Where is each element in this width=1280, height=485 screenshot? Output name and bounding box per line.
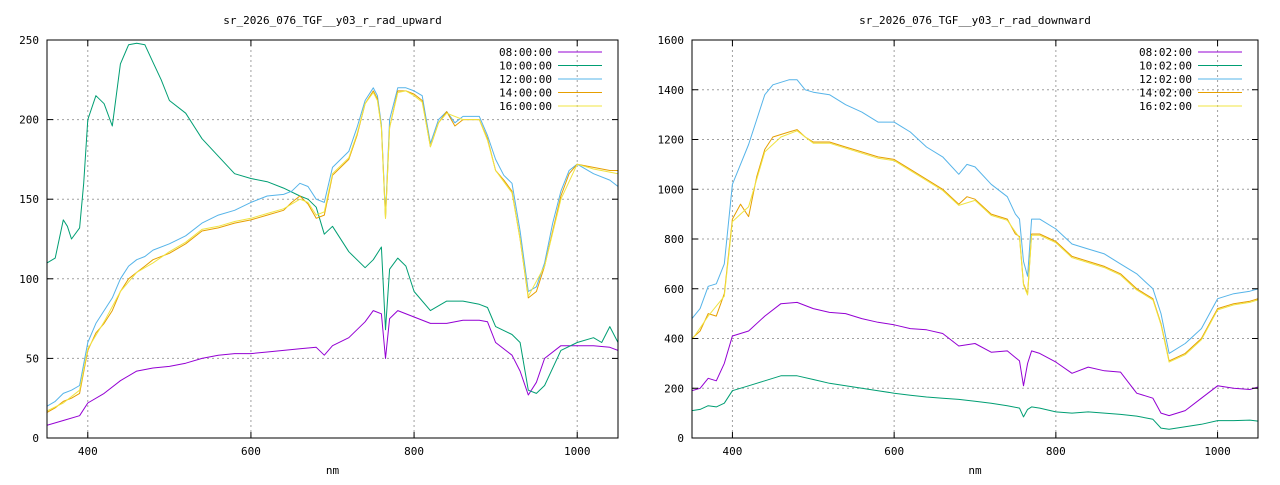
series-line-10-02-00 (692, 375, 1258, 430)
y-tick-label: 800 (664, 233, 684, 246)
series-line-12-00-00 (47, 87, 618, 407)
y-tick-label: 100 (19, 273, 39, 286)
chart-panel-2: 400 600 800 1000 0 200 400 600 800 1000 1200 1400 16… (658, 14, 1259, 477)
series-line-10-00-00 (47, 42, 618, 394)
x-tick-label: 600 (884, 445, 904, 458)
series-line-12-02-00 (692, 79, 1258, 354)
legend-label: 16:02:00 (1139, 100, 1192, 113)
series-group (692, 79, 1258, 430)
legend-label: 08:00:00 (499, 46, 552, 59)
series-line-16-02-00 (692, 130, 1258, 363)
y-tick-label: 200 (19, 114, 39, 127)
series-line-16-00-00 (47, 90, 618, 412)
y-tick-label: 1200 (658, 134, 685, 147)
series-line-08-00-00 (47, 310, 618, 426)
x-axis-label: nm (326, 464, 340, 477)
x-tick-label: 1000 (1204, 445, 1231, 458)
x-tick-label: 800 (404, 445, 424, 458)
x-tick-label: 800 (1046, 445, 1066, 458)
legend-label: 16:00:00 (499, 100, 552, 113)
x-tick-label: 1000 (564, 445, 591, 458)
legend-label: 12:02:00 (1139, 73, 1192, 86)
series-line-08-02-00 (692, 301, 1258, 417)
series-line-14-00-00 (47, 90, 618, 413)
chart-panel-1: 400 600 800 1000 0 50 100 150 200 250 sr_2026_076_… (19, 14, 619, 477)
y-tick-label: 150 (19, 193, 39, 206)
y-tick-label: 1400 (658, 84, 685, 97)
series-line-14-02-00 (692, 129, 1258, 362)
chart-title: sr_2026_076_TGF__y03_r_rad_downward (859, 14, 1091, 27)
y-tick-label: 50 (26, 352, 39, 365)
y-tick-label: 250 (19, 34, 39, 47)
y-tick-label: 400 (664, 333, 684, 346)
legend-label: 14:02:00 (1139, 87, 1192, 100)
y-tick-label: 1000 (658, 183, 685, 196)
x-tick-label: 600 (241, 445, 261, 458)
legend-label: 10:00:00 (499, 60, 552, 73)
y-tick-label: 600 (664, 283, 684, 296)
legend-label: 12:00:00 (499, 73, 552, 86)
x-tick-label: 400 (722, 445, 742, 458)
y-tick-label: 0 (677, 432, 684, 445)
x-tick-label: 400 (78, 445, 98, 458)
y-tick-label: 1600 (658, 34, 685, 47)
legend-label: 14:00:00 (499, 87, 552, 100)
series-group (47, 42, 618, 426)
chart-title: sr_2026_076_TGF__y03_r_rad_upward (223, 14, 442, 27)
y-tick-label: 0 (32, 432, 39, 445)
plot-frame (46, 39, 619, 439)
legend-label: 10:02:00 (1139, 60, 1192, 73)
x-axis-label: nm (968, 464, 982, 477)
y-tick-label: 200 (664, 382, 684, 395)
legend-label: 08:02:00 (1139, 46, 1192, 59)
